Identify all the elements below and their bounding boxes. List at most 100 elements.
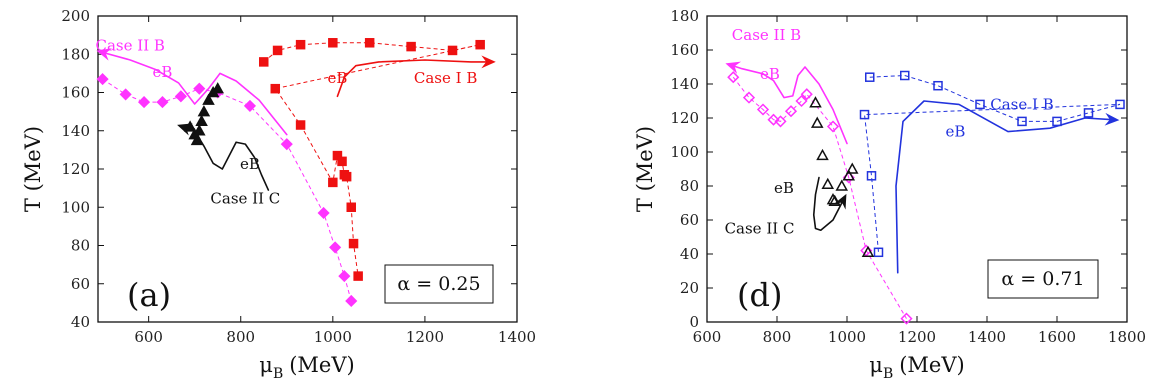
alpha-label: α = 0.71 (1001, 268, 1084, 290)
series-line (863, 74, 1121, 253)
y-tick-label: 160 (670, 41, 699, 59)
data-point (272, 45, 283, 56)
annotation-label: eB (760, 65, 780, 83)
trend-arrows (725, 61, 1120, 274)
y-tick-label: 40 (680, 245, 699, 263)
data-point (197, 105, 211, 117)
data-point (975, 99, 985, 110)
data-point (873, 247, 884, 258)
data-point (900, 312, 913, 325)
x-axis-title: μB (MeV) (869, 353, 964, 382)
data-point (338, 270, 351, 283)
x-axis-title-unit: (MeV) (289, 353, 354, 377)
series-markers (96, 38, 485, 308)
trend-arrow (96, 48, 288, 136)
data-point (447, 45, 458, 56)
data-point (809, 96, 822, 108)
annotation-label: eB (153, 63, 173, 81)
x-tick-label: 1000 (314, 328, 352, 346)
alpha-box-frame (987, 259, 1099, 299)
data-point (859, 109, 870, 120)
panel-d: 600 800 1000 1200 1400 1600 1800 0 20 40 60 80 100 12… (633, 7, 1146, 382)
annotation-label: eB (774, 179, 794, 197)
x-axis-title-mu: μ (869, 353, 883, 377)
data-point (1052, 116, 1062, 127)
data-point (337, 156, 347, 167)
data-point (828, 194, 842, 207)
data-point (193, 82, 206, 95)
trend-arrow (336, 55, 496, 98)
y-tick-label: 40 (71, 313, 90, 331)
data-point (202, 93, 215, 105)
y-tick-label: 160 (61, 84, 90, 102)
data-point (295, 39, 306, 50)
y-tick-label: 100 (61, 198, 90, 216)
data-point (865, 72, 875, 82)
data-point (1017, 116, 1027, 127)
data-point (96, 73, 109, 86)
y-tick-label: 120 (670, 109, 699, 127)
x-tick-label: 1200 (898, 328, 936, 346)
y-tick-label: 0 (689, 313, 699, 331)
alpha-box: α = 0.25 (384, 264, 494, 304)
y-tick-label: 100 (670, 143, 699, 161)
alpha-box-frame (384, 264, 494, 304)
annotation-label: eB (946, 123, 966, 141)
data-point (406, 41, 416, 52)
series-line (263, 42, 481, 277)
data-point (821, 177, 835, 190)
annotation-label: Case I B (990, 96, 1053, 114)
data-point (195, 114, 208, 126)
x-axis-title-mu: μ (259, 353, 273, 377)
data-point (933, 80, 943, 91)
x-tick-label: 1400 (498, 328, 536, 346)
tick-marks: 600 800 1000 1200 1400 1600 1800 0 20 40 60 80 100 12… (670, 7, 1146, 346)
data-point (845, 162, 859, 174)
data-point (816, 148, 829, 161)
data-point (174, 90, 187, 103)
y-tick-label: 180 (670, 7, 699, 25)
annotation-label: Case I B (414, 69, 477, 87)
data-point (280, 138, 293, 151)
data-point (317, 206, 330, 220)
annotation-label: Case II C (210, 189, 280, 207)
series-line (732, 76, 907, 319)
data-point (348, 238, 359, 249)
data-point (156, 96, 169, 109)
data-point (784, 105, 798, 118)
trend-arrow (812, 176, 847, 231)
trend-arrow (725, 61, 848, 145)
y-tick-label: 80 (680, 177, 699, 195)
x-axis-title-sub: B (883, 366, 893, 382)
annotations: Case II B eB Case I B eB eB Case II C (725, 26, 1054, 238)
y-tick-label: 20 (680, 279, 699, 297)
x-tick-label: 600 (693, 328, 722, 346)
data-point (211, 82, 224, 94)
data-point (259, 57, 269, 67)
data-point (727, 71, 740, 84)
data-point (861, 245, 875, 258)
alpha-label: α = 0.25 (397, 273, 480, 295)
data-point (810, 116, 824, 128)
y-tick-label: 200 (61, 7, 90, 25)
x-axis-title-sub: B (273, 366, 283, 382)
data-point (835, 179, 849, 191)
data-point (364, 38, 375, 48)
data-point (137, 96, 151, 109)
x-tick-label: 1000 (828, 328, 866, 346)
trend-arrow (895, 100, 1120, 274)
annotation-label: Case II C (725, 220, 795, 238)
y-tick-label: 60 (71, 275, 90, 293)
data-point (119, 88, 132, 101)
data-point (270, 83, 281, 94)
panel-label: (d) (737, 276, 782, 314)
data-point (243, 99, 257, 112)
data-point (341, 171, 352, 182)
data-point (345, 294, 358, 308)
x-tick-label: 1400 (968, 328, 1006, 346)
annotation-label: eB (327, 69, 347, 87)
data-point (190, 133, 204, 146)
data-point (1083, 108, 1094, 118)
x-axis-title-unit: (MeV) (899, 353, 964, 377)
